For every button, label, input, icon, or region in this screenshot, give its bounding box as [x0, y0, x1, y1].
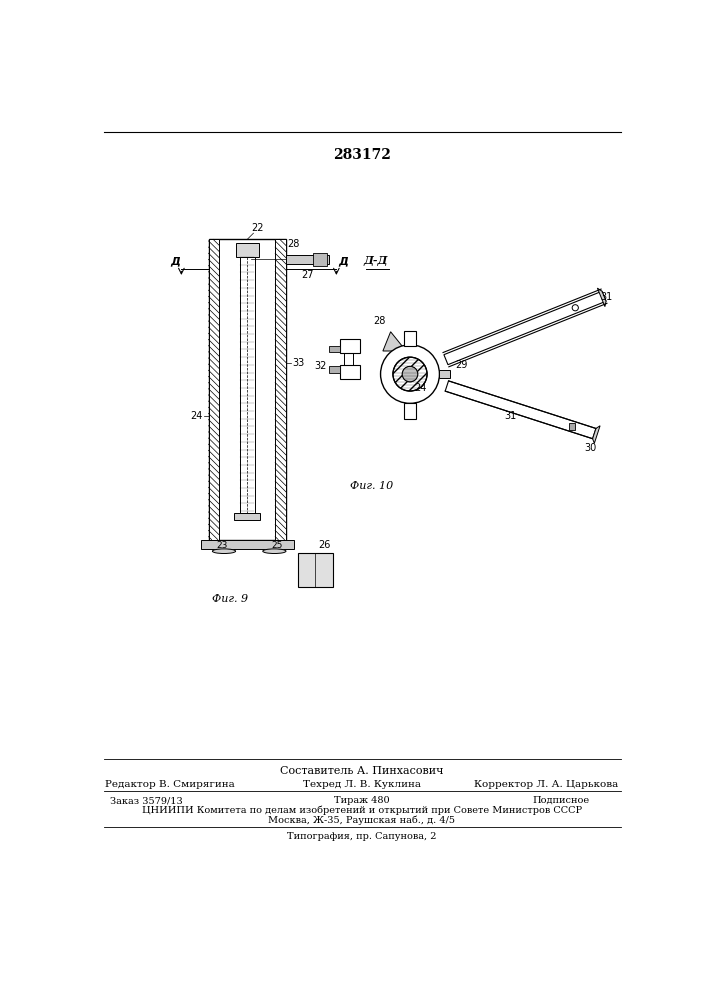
- Bar: [329, 346, 340, 352]
- Text: Д: Д: [170, 256, 180, 266]
- Text: 22: 22: [251, 223, 264, 233]
- Text: Заказ 3579/13: Заказ 3579/13: [110, 796, 183, 805]
- Text: Фиг. 10: Фиг. 10: [350, 481, 393, 491]
- Bar: [404, 403, 416, 419]
- Ellipse shape: [212, 549, 235, 554]
- Text: 30: 30: [584, 443, 597, 453]
- Text: 24: 24: [414, 383, 426, 393]
- Bar: [340, 365, 360, 379]
- Text: 28: 28: [288, 239, 300, 249]
- Bar: [240, 257, 255, 513]
- Bar: [209, 239, 286, 540]
- Circle shape: [572, 305, 578, 311]
- Text: Техред Л. В. Куклина: Техред Л. В. Куклина: [303, 780, 421, 789]
- Bar: [440, 370, 450, 378]
- Text: ЦНИИПИ Комитета по делам изобретений и открытий при Совете Министров СССР: ЦНИИПИ Комитета по делам изобретений и о…: [142, 806, 582, 815]
- Bar: [234, 513, 260, 520]
- Polygon shape: [597, 288, 606, 307]
- Bar: [209, 239, 219, 540]
- Text: 31: 31: [600, 292, 612, 302]
- Text: 24: 24: [190, 411, 202, 421]
- Text: 26: 26: [319, 540, 331, 550]
- Bar: [235, 243, 259, 257]
- Polygon shape: [383, 332, 406, 351]
- Bar: [340, 339, 360, 353]
- Bar: [275, 239, 286, 540]
- Text: Тираж 480: Тираж 480: [334, 796, 390, 805]
- Circle shape: [380, 345, 440, 403]
- Bar: [286, 255, 329, 264]
- Circle shape: [393, 357, 427, 391]
- Text: Фиг. 9: Фиг. 9: [212, 594, 248, 604]
- Text: 31: 31: [505, 411, 517, 421]
- Text: Д: Д: [338, 256, 348, 266]
- Bar: [329, 366, 340, 373]
- Circle shape: [402, 366, 418, 382]
- Text: 29: 29: [455, 360, 467, 370]
- Ellipse shape: [263, 549, 286, 554]
- Text: 32: 32: [314, 361, 327, 371]
- Polygon shape: [592, 426, 600, 443]
- Bar: [201, 540, 293, 549]
- Bar: [344, 353, 354, 365]
- Text: 23: 23: [217, 541, 228, 550]
- Text: Подписное: Подписное: [532, 796, 590, 805]
- Text: Д-Д: Д-Д: [363, 255, 387, 266]
- Text: Корректор Л. А. Царькова: Корректор Л. А. Царькова: [474, 780, 618, 789]
- Polygon shape: [444, 291, 606, 365]
- Circle shape: [402, 366, 418, 382]
- Bar: [404, 331, 416, 346]
- Bar: [298, 553, 332, 587]
- Text: 25: 25: [271, 541, 282, 550]
- Bar: [569, 423, 575, 430]
- Text: 283172: 283172: [333, 148, 391, 162]
- Text: Составитель А. Пинхасович: Составитель А. Пинхасович: [280, 766, 444, 776]
- Text: 27: 27: [301, 270, 314, 280]
- Text: 28: 28: [373, 316, 385, 326]
- Polygon shape: [445, 381, 596, 439]
- Text: 33: 33: [292, 358, 305, 368]
- Bar: [313, 253, 327, 266]
- Text: Москва, Ж-35, Раушская наб., д. 4/5: Москва, Ж-35, Раушская наб., д. 4/5: [269, 815, 455, 825]
- Text: Типография, пр. Сапунова, 2: Типография, пр. Сапунова, 2: [287, 832, 437, 841]
- Text: Редактор В. Смирягина: Редактор В. Смирягина: [105, 780, 235, 789]
